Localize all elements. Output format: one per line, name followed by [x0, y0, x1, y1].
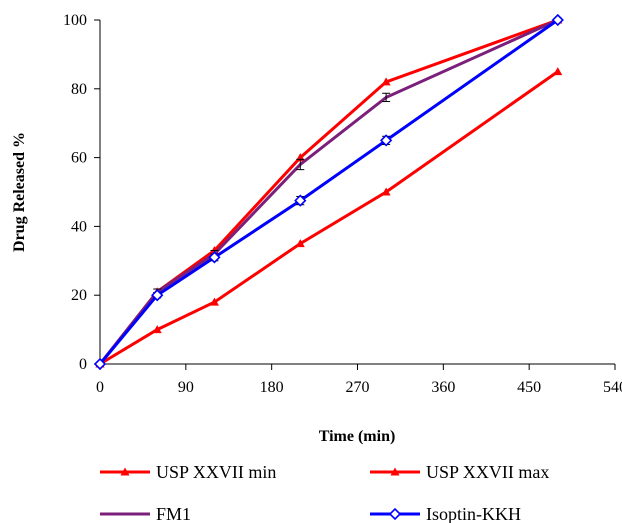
data-point — [294, 194, 307, 207]
data-point — [151, 289, 164, 302]
x-axis-title: Time (min) — [319, 428, 396, 445]
x-tick-label: 450 — [517, 379, 541, 396]
series-group — [93, 13, 564, 371]
data-point — [551, 13, 564, 27]
data-point — [553, 67, 563, 76]
legend-item: USP XXVII max — [370, 462, 549, 482]
data-point — [379, 134, 393, 147]
legend-marker — [120, 467, 130, 476]
data-point — [295, 239, 305, 248]
legend-item: Isoptin-KKH — [370, 504, 521, 523]
legend-label: FM1 — [156, 504, 191, 523]
y-tick-label: 20 — [71, 287, 87, 304]
y-tick-label: 0 — [79, 356, 87, 373]
series-line — [99, 70, 559, 366]
data-point — [152, 325, 162, 334]
x-tick-label: 270 — [346, 379, 370, 396]
x-tick-label: 90 — [178, 379, 194, 396]
data-point — [209, 297, 219, 306]
x-tick-label: 360 — [431, 379, 455, 396]
legend-label: USP XXVII min — [156, 462, 276, 482]
legend-item: USP XXVII min — [100, 462, 276, 482]
series-3 — [93, 13, 564, 371]
legend-label: Isoptin-KKH — [426, 504, 521, 523]
axes: 0 20 40 60 80 100 0 90 180 270 360 450 540 — [63, 12, 622, 396]
y-tick-label: 100 — [63, 12, 87, 29]
series-2 — [98, 17, 562, 365]
legend-marker — [388, 507, 402, 521]
series-line — [98, 18, 559, 365]
x-tick-label: 0 — [96, 379, 104, 396]
y-tick-label: 40 — [71, 218, 87, 235]
data-point — [208, 251, 221, 264]
y-tick-label: 80 — [71, 81, 87, 98]
x-tick-label: 540 — [603, 379, 622, 396]
data-point — [93, 357, 107, 371]
series-1 — [95, 67, 563, 368]
legend-item: FM1 — [100, 504, 191, 523]
legend-label: USP XXVII max — [426, 462, 549, 482]
data-point — [381, 77, 391, 86]
y-tick-label: 60 — [71, 150, 87, 167]
series-0 — [95, 15, 563, 368]
x-tick-label: 180 — [260, 379, 284, 396]
data-point — [381, 187, 391, 196]
legend: USP XXVII min USP XXVII max FM1 Isoptin-KKH — [100, 462, 549, 523]
series-line — [98, 18, 559, 365]
y-axis-title: Drug Released % — [11, 132, 28, 252]
legend-marker — [390, 467, 400, 476]
series-line — [98, 18, 559, 365]
